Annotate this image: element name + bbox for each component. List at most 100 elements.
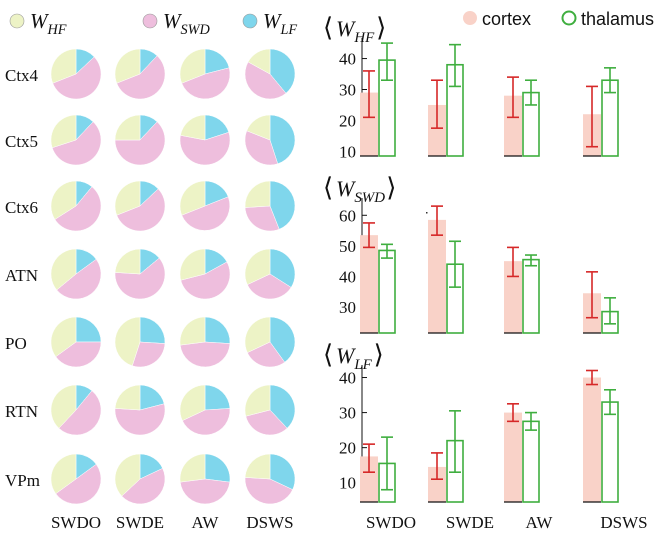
column-label-aw: AW	[192, 513, 220, 532]
row-label-rtn: RTN	[5, 402, 38, 421]
pie-rtn-dsws	[244, 384, 296, 436]
y-tick-label: 30	[339, 80, 356, 99]
pie-slice-hf	[244, 453, 271, 480]
bar-panel-swd: ⟨ WSWD ⟩ 30 40 50 60	[323, 173, 619, 334]
pie-slice-lf	[269, 384, 296, 429]
legend-swatch-lf	[242, 13, 258, 29]
legend-swatch-thalamus	[561, 10, 577, 26]
bar-thalamus-swdo	[378, 249, 396, 334]
pie-slice-lf	[204, 316, 231, 344]
pie-slice-hf	[247, 48, 271, 75]
pie-slice-hf	[50, 114, 77, 149]
y-tick-label: 40	[339, 267, 356, 286]
pie-slice-hf	[50, 384, 77, 429]
pie-slice-lf	[269, 114, 296, 165]
bar-cortex-swdo	[360, 92, 378, 156]
row-label-vpm: VPm	[5, 471, 40, 490]
bar-cortex-swde	[428, 219, 446, 333]
pie-slice-hf	[244, 180, 271, 208]
title-symbol-symbol: W	[336, 16, 356, 41]
column-label-dsws: DSWS	[246, 513, 293, 532]
bar-panel-lf: ⟨ WLF ⟩ 10 20 30 40	[323, 340, 619, 503]
pie-slice-hf	[114, 248, 141, 275]
pie-rtn-swdo	[50, 384, 102, 436]
pie-slice-swd	[56, 258, 102, 300]
pie-slice-lf	[269, 180, 296, 230]
pie-slice-hf	[50, 316, 77, 358]
y-tick-label: 10	[339, 474, 356, 493]
pie-slice-swd	[116, 55, 166, 100]
pie-slice-hf	[244, 248, 271, 285]
column-label-swdo: SWDO	[51, 513, 101, 532]
pie-slice-swd	[244, 477, 293, 505]
pie-slice-swd	[51, 121, 102, 166]
pie-slice-swd	[116, 188, 166, 232]
column-label-swde: SWDE	[116, 513, 164, 532]
pie-rtn-aw	[179, 384, 231, 436]
pie-slice-swd	[121, 468, 166, 505]
pie-ctx6-aw	[179, 180, 231, 231]
angle-close: ⟩	[376, 13, 386, 42]
pie-slice-hf	[246, 114, 271, 141]
legend-label-swd-subscript: SWD	[181, 22, 211, 38]
angle-close: ⟩	[386, 173, 396, 202]
pie-atn-aw	[179, 248, 231, 300]
pie-po-dsws	[244, 316, 296, 368]
title-symbol: WLF	[336, 343, 373, 373]
legend-label-lf: WLF	[263, 9, 297, 38]
pie-slice-hf	[179, 48, 206, 84]
angle-close: ⟩	[374, 340, 384, 369]
bar-cortex-aw	[504, 95, 522, 156]
bar-legend: cortex thalamus	[463, 9, 654, 29]
title-symbol-symbol: W	[336, 343, 356, 368]
pie-slice-swd	[131, 341, 166, 368]
pie-slice-swd	[114, 257, 166, 300]
x-tick-label-dsws: DSWS	[600, 513, 647, 532]
x-tick-label-aw: AW	[526, 513, 554, 532]
pie-slice-hf	[179, 316, 206, 346]
bar-cortex-aw	[504, 412, 522, 502]
pie-slice-hf	[50, 248, 77, 291]
x-tick-label-swdo: SWDO	[366, 513, 416, 532]
pie-slice-swd	[52, 56, 102, 100]
pie-slice-hf	[114, 316, 141, 367]
stray-dot	[426, 212, 428, 214]
pie-slice-swd	[55, 463, 102, 505]
bar-cortex-swde	[428, 104, 446, 156]
pie-ctx4-swdo	[50, 48, 102, 100]
pie-ctx6-dsws	[244, 180, 296, 232]
pie-slice-lf	[269, 48, 296, 94]
pie-slice-swd	[114, 403, 166, 436]
bar-thalamus-aw	[522, 420, 540, 503]
y-tick-label: 20	[339, 439, 356, 458]
pie-slice-hf	[114, 384, 141, 411]
row-label-po: PO	[5, 334, 27, 353]
pie-slice-swd	[54, 186, 102, 232]
pie-slice-hf	[244, 384, 271, 417]
pie-ctx5-swde	[114, 114, 166, 166]
legend-swatch-swd	[142, 13, 158, 29]
pie-slice-swd	[181, 67, 231, 100]
pie-slice-swd	[179, 341, 231, 368]
pie-atn-swde	[114, 248, 166, 300]
y-tick-label: 30	[339, 404, 356, 423]
y-tick-label: 60	[339, 206, 356, 225]
pie-ctx6-swdo	[50, 180, 102, 232]
pie-slice-swd	[244, 61, 287, 100]
pie-slice-lf	[204, 384, 231, 411]
pie-slice-hf	[179, 384, 206, 421]
pie-slice-swd	[245, 409, 288, 436]
pie-po-swde	[114, 316, 166, 368]
title-symbol-subscript: LF	[353, 357, 372, 373]
angle-open: ⟨	[323, 173, 333, 202]
pie-slice-hf	[50, 180, 77, 220]
pie-slice-lf	[75, 316, 102, 343]
pie-vpm-dsws	[244, 453, 296, 505]
title-symbol: WSWD	[336, 176, 385, 206]
bar-cortex-aw	[504, 261, 522, 333]
pie-grid: Ctx4 Ctx5 Ctx6 ATN PO RTN VPm SWDO SWDE AW DSWS	[5, 48, 296, 532]
bar-cortex-swdo	[360, 456, 378, 502]
y-tick-label: 10	[339, 142, 356, 161]
pie-rtn-swde	[114, 384, 166, 436]
